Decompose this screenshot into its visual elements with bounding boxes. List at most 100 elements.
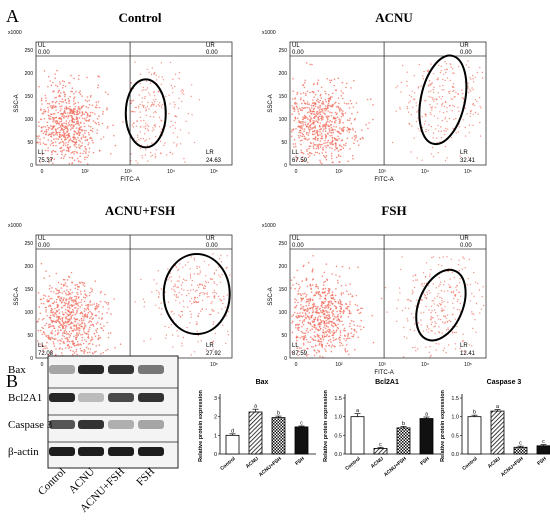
flow-dot <box>316 319 319 322</box>
flow-dot <box>54 73 56 75</box>
flow-dot <box>313 154 316 156</box>
significance-letter: c <box>379 442 382 448</box>
flow-dot <box>172 124 174 127</box>
flow-dot <box>41 326 43 329</box>
flow-dot <box>328 344 330 347</box>
flow-dot <box>325 158 328 161</box>
flow-dot <box>135 106 138 109</box>
flow-dot <box>457 106 459 109</box>
flow-dot <box>61 319 64 322</box>
flow-dot <box>292 98 294 100</box>
flow-dot <box>329 300 331 302</box>
flow-dot <box>356 111 359 114</box>
flow-dot <box>326 292 329 295</box>
flow-dot <box>430 113 432 116</box>
flow-dot <box>301 336 303 338</box>
flow-dot <box>291 315 293 317</box>
flow-dot <box>181 100 183 103</box>
flow-dot <box>428 95 430 98</box>
flow-dot <box>74 287 76 290</box>
flow-dot <box>429 273 431 275</box>
flow-dot <box>57 292 59 295</box>
flow-dot <box>46 341 48 344</box>
flow-dot <box>49 297 51 300</box>
flow-dot <box>204 292 206 295</box>
flow-dot <box>448 344 450 346</box>
flow-dot <box>429 292 431 294</box>
flow-dot <box>98 123 100 126</box>
flow-dot <box>297 117 299 120</box>
flow-dot <box>412 291 414 294</box>
flow-dot <box>336 116 339 118</box>
flow-dot <box>348 337 351 340</box>
flow-dot <box>62 84 65 87</box>
flow-dot <box>100 138 102 140</box>
flow-dot <box>314 151 317 154</box>
flow-dot <box>322 338 325 341</box>
flow-dot <box>71 90 73 93</box>
flow-dot <box>158 116 161 119</box>
flow-dot <box>326 279 329 281</box>
chart-y-tick-label: 0 <box>214 452 217 458</box>
flow-dot <box>295 335 298 338</box>
flow-dot <box>326 314 329 317</box>
flow-dot <box>210 313 212 316</box>
flow-dot <box>479 105 481 108</box>
flow-dot <box>68 114 70 117</box>
flow-dot <box>318 143 321 146</box>
flow-x-axis-label: FITC-A <box>120 177 139 183</box>
flow-dot <box>109 332 112 334</box>
flow-dot <box>341 320 343 323</box>
flow-dot <box>86 112 89 115</box>
flow-dot <box>320 108 323 111</box>
flow-dot <box>147 160 149 162</box>
flow-dot <box>328 128 331 130</box>
flow-dot <box>77 101 80 104</box>
flow-dot <box>77 322 79 325</box>
flow-dot <box>304 115 307 118</box>
flow-dot <box>344 112 347 114</box>
flow-dot <box>297 301 299 304</box>
flow-dot <box>339 341 341 344</box>
flow-dot <box>314 311 317 314</box>
flow-dot <box>177 269 179 271</box>
flow-dot <box>92 127 94 130</box>
flow-dot <box>82 342 85 345</box>
flow-dot <box>300 330 303 333</box>
flow-dot <box>107 125 109 128</box>
flow-dot <box>297 336 299 339</box>
flow-dot <box>312 91 315 93</box>
flow-dot <box>84 111 87 113</box>
flow-dot <box>413 329 416 332</box>
flow-dot <box>51 125 54 128</box>
flow-dot <box>57 331 60 334</box>
flow-dot <box>179 263 181 265</box>
flow-dot <box>53 90 55 92</box>
flow-dot <box>354 137 357 139</box>
flow-dot <box>425 115 427 117</box>
flow-dot <box>42 348 44 350</box>
flow-dot <box>77 131 80 134</box>
flow-dot <box>469 300 471 302</box>
flow-dots <box>291 60 484 165</box>
flow-dot <box>74 284 76 286</box>
flow-dot <box>330 114 333 117</box>
flow-dot <box>338 338 340 340</box>
flow-dot <box>321 109 324 112</box>
flow-dot <box>96 321 99 324</box>
quadrant-label-ul: UL <box>38 43 46 49</box>
flow-dot <box>326 144 329 147</box>
flow-dot <box>102 136 105 138</box>
flow-dot <box>87 154 90 157</box>
flow-dot <box>473 104 476 107</box>
flow-dot <box>311 284 314 286</box>
flow-dot <box>73 97 75 100</box>
flow-dot <box>87 337 90 339</box>
flow-dot <box>321 302 323 305</box>
flow-dot <box>59 129 62 132</box>
flow-dot <box>48 288 51 290</box>
flow-dot <box>39 343 41 345</box>
flow-dot <box>320 295 323 298</box>
flow-dot <box>450 98 452 100</box>
flow-dot <box>332 310 334 312</box>
